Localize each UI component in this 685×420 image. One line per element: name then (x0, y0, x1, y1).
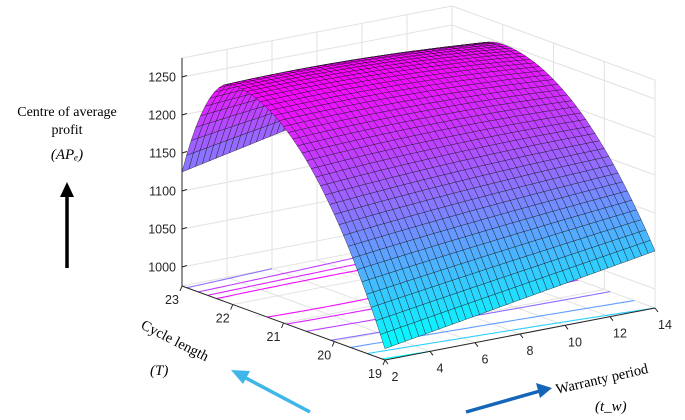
y-tick-label: 19 (368, 367, 382, 381)
y-tick-label: 20 (317, 349, 331, 363)
x-tick-label: 4 (437, 361, 444, 375)
z-tick-label: 1100 (149, 185, 176, 199)
x-axis-symbol: (t_w) (595, 399, 627, 415)
y-tick-label: 21 (267, 330, 281, 344)
z-tick (181, 75, 188, 78)
cycle-length-arrow-head (231, 370, 250, 384)
y-tick (382, 359, 386, 366)
x-tick-label: 8 (527, 344, 534, 358)
warranty-arrow (465, 389, 541, 414)
x-tick-label: 14 (658, 318, 672, 332)
x-tick (519, 333, 524, 339)
x-tick (654, 307, 659, 313)
contour-line (186, 268, 273, 289)
z-axis-label: Centre of average profit (APₑ) (0, 104, 134, 164)
x-tick-label: 6 (482, 353, 489, 367)
z-tick-label: 1150 (149, 147, 176, 161)
z-label-arrow-head (60, 182, 74, 197)
axis-layer: 1000105011001150120012501920212223246810… (148, 58, 672, 384)
y-tick-label: 23 (165, 293, 179, 307)
y-axis-symbol: (T) (150, 363, 168, 379)
x-tick-label: 10 (568, 335, 582, 349)
warranty-arrow-head (536, 383, 552, 398)
cycle-length-arrow (241, 374, 311, 414)
z-axis-label-line-1: Centre of average (17, 105, 117, 120)
y-axis-label: Cycle length (138, 317, 212, 365)
y-tick (179, 285, 183, 292)
z-tick-label: 1000 (148, 261, 176, 275)
y-tick (331, 341, 335, 347)
x-tick (474, 342, 479, 347)
x-tick (609, 316, 614, 321)
z-tick-label: 1200 (148, 109, 176, 123)
y-tick-label: 22 (216, 312, 230, 326)
z-tick-label: 1250 (148, 71, 176, 85)
z-axis-symbol: (APₑ) (50, 147, 84, 163)
z-tick (181, 227, 188, 230)
x-tick (384, 359, 389, 365)
surface-mesh (181, 41, 656, 349)
z-tick (181, 151, 188, 154)
z-axis-label-line-2: profit (51, 123, 83, 138)
z-tick-label: 1050 (148, 223, 176, 237)
x-tick (564, 325, 569, 330)
y-tick (281, 322, 284, 329)
x-tick (429, 351, 434, 356)
x-tick-label: 12 (613, 327, 627, 341)
surface-patch (380, 331, 393, 349)
x-axis-label: Warranty period (554, 361, 650, 398)
z-tick (181, 113, 188, 116)
z-tick (181, 265, 188, 268)
z-tick (181, 189, 188, 192)
x-tick-label: 2 (392, 370, 399, 384)
y-tick (230, 304, 234, 310)
contour-line (367, 307, 656, 355)
